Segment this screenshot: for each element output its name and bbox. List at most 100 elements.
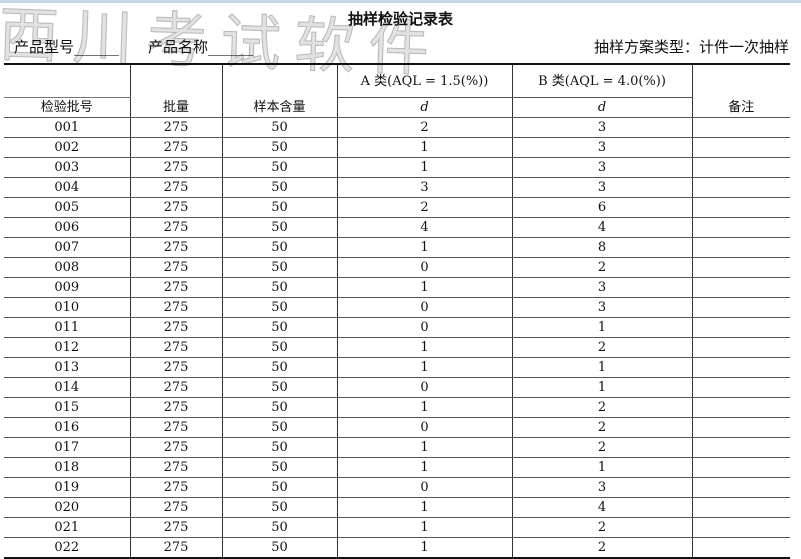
product-model-label: 产品型号______ (14, 38, 120, 56)
table-row: 020 275 50 1 4 (4, 497, 790, 518)
table-row: 009 275 50 1 3 (4, 277, 790, 298)
table-row: 013 275 50 1 1 (4, 357, 790, 378)
batch-no-cell: 015 (4, 397, 130, 418)
lot-size-cell: 275 (129, 537, 222, 559)
page-title: 抽样检验记录表 (347, 10, 453, 28)
table-row: 015 275 50 1 2 (4, 397, 790, 418)
class-a-d-cell: 1 (336, 497, 512, 518)
batch-no-cell: 019 (4, 477, 130, 498)
class-a-d-cell: 1 (336, 137, 512, 158)
lot-size-cell: 275 (129, 417, 222, 438)
header-lot-size: 批量 (129, 97, 222, 118)
remarks-cell (691, 217, 790, 238)
class-b-d-cell: 2 (511, 397, 692, 418)
table-row: 003 275 50 1 3 (4, 157, 790, 178)
lot-size-cell: 275 (129, 117, 222, 138)
batch-no-cell: 010 (4, 297, 130, 318)
class-a-d-cell: 1 (336, 157, 512, 178)
header-empty (691, 63, 790, 98)
class-a-d-cell: 1 (336, 337, 512, 358)
class-b-d-cell: 3 (511, 177, 692, 198)
class-a-d-cell: 0 (336, 477, 512, 498)
class-b-d-cell: 3 (511, 297, 692, 318)
class-b-d-cell: 8 (511, 237, 692, 258)
remarks-cell (691, 257, 790, 278)
sample-size-cell: 50 (221, 157, 337, 178)
lot-size-cell: 275 (129, 337, 222, 358)
sample-size-cell: 50 (221, 417, 337, 438)
lot-size-cell: 275 (129, 237, 222, 258)
class-a-d-cell: 0 (336, 417, 512, 438)
header-d-b: d (511, 97, 692, 118)
lot-size-cell: 275 (129, 397, 222, 418)
batch-no-cell: 011 (4, 317, 130, 338)
header-empty (221, 63, 337, 98)
sample-size-cell: 50 (221, 297, 337, 318)
batch-no-cell: 002 (4, 137, 130, 158)
class-b-d-cell: 1 (511, 357, 692, 378)
sample-size-cell: 50 (221, 117, 337, 138)
class-a-d-cell: 1 (336, 397, 512, 418)
batch-no-cell: 017 (4, 437, 130, 458)
header-remarks: 备注 (691, 97, 790, 118)
class-b-d-cell: 3 (511, 277, 692, 298)
table-row: 018 275 50 1 1 (4, 457, 790, 478)
header-row-2: 检验批号 批量 样本含量 d d 备注 (4, 97, 790, 118)
header-class-b: B 类(AQL = 4.0(%)) (511, 63, 692, 98)
header-empty (4, 63, 130, 98)
lot-size-cell: 275 (129, 377, 222, 398)
remarks-cell (691, 477, 790, 498)
table-row: 019 275 50 0 3 (4, 477, 790, 498)
sample-size-cell: 50 (221, 477, 337, 498)
table-row: 016 275 50 0 2 (4, 417, 790, 438)
class-b-d-cell: 3 (511, 137, 692, 158)
class-b-d-cell: 2 (511, 537, 692, 559)
remarks-cell (691, 457, 790, 478)
class-a-d-cell: 0 (336, 377, 512, 398)
table-row: 014 275 50 0 1 (4, 377, 790, 398)
batch-no-cell: 009 (4, 277, 130, 298)
remarks-cell (691, 137, 790, 158)
remarks-cell (691, 377, 790, 398)
lot-size-cell: 275 (129, 517, 222, 538)
lot-size-cell: 275 (129, 157, 222, 178)
table-row: 010 275 50 0 3 (4, 297, 790, 318)
table-row: 007 275 50 1 8 (4, 237, 790, 258)
table-row: 011 275 50 0 1 (4, 317, 790, 338)
class-b-d-cell: 6 (511, 197, 692, 218)
class-a-d-cell: 1 (336, 357, 512, 378)
product-name-label: 产品名称______ (148, 38, 254, 56)
batch-no-cell: 016 (4, 417, 130, 438)
batch-no-cell: 007 (4, 237, 130, 258)
remarks-cell (691, 277, 790, 298)
top-strip (0, 0, 801, 3)
table-row: 001 275 50 2 3 (4, 117, 790, 138)
remarks-cell (691, 497, 790, 518)
sample-size-cell: 50 (221, 357, 337, 378)
remarks-cell (691, 157, 790, 178)
header-sample-size: 样本含量 (221, 97, 337, 118)
sample-size-cell: 50 (221, 457, 337, 478)
remarks-cell (691, 537, 790, 559)
class-a-d-cell: 2 (336, 197, 512, 218)
remarks-cell (691, 417, 790, 438)
header-row-1: A 类(AQL = 1.5(%)) B 类(AQL = 4.0(%)) (4, 63, 790, 98)
remarks-cell (691, 197, 790, 218)
sample-size-cell: 50 (221, 537, 337, 559)
lot-size-cell: 275 (129, 197, 222, 218)
header-empty (129, 63, 222, 98)
batch-no-cell: 003 (4, 157, 130, 178)
batch-no-cell: 014 (4, 377, 130, 398)
sample-size-cell: 50 (221, 377, 337, 398)
class-b-d-cell: 2 (511, 337, 692, 358)
lot-size-cell: 275 (129, 317, 222, 338)
remarks-cell (691, 357, 790, 378)
batch-no-cell: 021 (4, 517, 130, 538)
class-a-d-cell: 0 (336, 317, 512, 338)
table-row: 002 275 50 1 3 (4, 137, 790, 158)
batch-no-cell: 001 (4, 117, 130, 138)
class-b-d-cell: 1 (511, 377, 692, 398)
sample-size-cell: 50 (221, 517, 337, 538)
inspection-table: A 类(AQL = 1.5(%)) B 类(AQL = 4.0(%)) 检验批号… (4, 63, 790, 559)
class-b-d-cell: 4 (511, 217, 692, 238)
